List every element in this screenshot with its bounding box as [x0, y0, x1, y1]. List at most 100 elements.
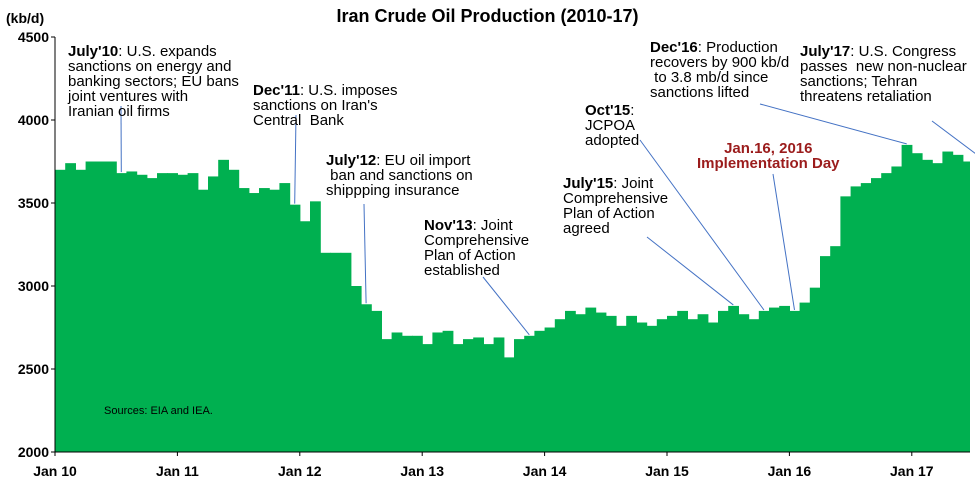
source-note: Sources: EIA and IEA. [104, 405, 213, 417]
annotation-date: July'12 [326, 152, 377, 169]
bar-month-45 [514, 339, 525, 452]
bar-month-32 [381, 339, 393, 452]
bar-month-6 [116, 173, 127, 452]
bar-month-66 [728, 305, 739, 452]
bar-month-25 [310, 201, 321, 452]
bar-month-80 [871, 178, 882, 452]
bar-month-69 [758, 310, 770, 452]
bar-month-72 [789, 310, 801, 452]
bar-month-35 [412, 335, 423, 452]
annotation-date: July'15 [563, 175, 614, 192]
bar-month-0 [55, 169, 66, 453]
bar-month-4 [95, 161, 107, 452]
bar-month-1 [65, 163, 76, 452]
bar-month-89 [962, 161, 970, 452]
bar-month-24 [299, 221, 311, 452]
bar-month-77 [840, 196, 852, 452]
bar-month-23 [289, 204, 301, 452]
y-axis-unit-label: (kb/d) [6, 10, 45, 26]
bar-month-56 [626, 315, 637, 452]
bar-month-34 [401, 335, 413, 452]
bar-month-7 [126, 171, 138, 452]
bar-month-18 [238, 188, 250, 452]
bar-month-12 [177, 174, 189, 452]
leader-oct-2015 [639, 139, 765, 311]
annotation-july-2012: July'12: EU oil import ban and sanctions… [326, 153, 473, 198]
x-tick-label: Jan 15 [645, 463, 689, 479]
bar-month-51 [575, 314, 586, 452]
x-tick-label: Jan 10 [33, 463, 77, 479]
bar-month-70 [769, 307, 780, 452]
bar-month-87 [942, 151, 954, 453]
bar-month-22 [279, 183, 291, 452]
x-tick-label: Jan 13 [400, 463, 444, 479]
bar-month-62 [687, 319, 699, 452]
annotation-date: July'17 [800, 43, 851, 60]
bar-month-2 [75, 169, 87, 453]
bar-month-33 [391, 332, 403, 452]
bar-month-65 [718, 310, 729, 452]
bar-month-53 [595, 312, 607, 452]
bar-month-43 [493, 337, 505, 452]
annotation-text: : U.S. imposes sanctions on Iran's Centr… [253, 82, 398, 129]
bar-month-81 [881, 173, 892, 452]
chart-title: Iran Crude Oil Production (2010-17) [336, 6, 639, 26]
bar-month-27 [330, 252, 342, 452]
leader-dec-2011 [294, 114, 297, 204]
leader-jan-2016 [772, 173, 795, 310]
bar-month-76 [830, 246, 841, 452]
bar-month-63 [697, 314, 709, 452]
annotation-text: : Production recovers by 900 kb/d to 3.8… [650, 39, 790, 101]
bar-month-60 [667, 315, 678, 452]
bar-month-3 [85, 161, 97, 452]
bar-month-54 [605, 315, 617, 452]
annotation-date: Nov'13 [424, 217, 473, 234]
bar-month-52 [585, 307, 597, 452]
bar-month-36 [422, 344, 433, 452]
annotation-text: : Joint Comprehensive Plan of Action est… [424, 217, 530, 279]
bar-month-85 [922, 159, 933, 452]
bar-month-29 [350, 286, 362, 452]
bar-month-13 [187, 173, 199, 452]
bar-month-20 [259, 188, 270, 452]
bar-month-82 [891, 166, 903, 453]
bar-month-64 [707, 322, 719, 452]
annotation-date: Dec'16 [650, 39, 698, 56]
bar-month-15 [208, 176, 219, 452]
bar-month-57 [636, 322, 648, 452]
annotation-text: : U.S. Congress passes new non-nuclear s… [800, 43, 967, 105]
annotation-dec-2016: Dec'16: Production recovers by 900 kb/d … [650, 40, 789, 100]
annotation-dec-2011: Dec'11: U.S. imposes sanctions on Iran's… [253, 83, 397, 128]
bar-month-79 [860, 183, 872, 452]
x-tick-label: Jan 14 [523, 463, 567, 479]
bar-month-10 [157, 173, 168, 452]
leader-july-2017 [931, 120, 975, 154]
y-tick-label: 2000 [18, 444, 49, 460]
annotation-text: : JCPOA adopted [585, 102, 640, 149]
bar-month-48 [544, 327, 556, 452]
bar-month-37 [432, 332, 444, 452]
bar-month-17 [228, 169, 240, 453]
bar-month-83 [901, 144, 913, 452]
leader-july-2015 [646, 236, 734, 306]
bar-month-16 [218, 159, 229, 452]
bar-month-88 [952, 154, 964, 453]
bar-month-84 [911, 153, 923, 452]
bar-month-9 [146, 178, 158, 452]
annotation-nov-2013: Nov'13: Joint Comprehensive Plan of Acti… [424, 218, 529, 278]
bar-month-21 [269, 189, 280, 452]
bar-month-14 [197, 189, 209, 452]
bar-month-31 [371, 310, 382, 452]
annotation-date: Oct'15 [585, 102, 631, 119]
bar-month-11 [167, 173, 178, 452]
annotation-implementation-day: Jan.16, 2016 Implementation Day [697, 140, 840, 172]
bar-month-67 [738, 314, 750, 452]
bar-month-42 [483, 344, 495, 452]
y-tick-label: 2500 [18, 361, 49, 377]
bar-month-61 [677, 310, 688, 452]
bar-month-74 [809, 287, 821, 452]
bar-month-49 [554, 319, 566, 452]
leader-dec-2016 [759, 103, 907, 145]
leader-nov-2013 [482, 276, 530, 336]
